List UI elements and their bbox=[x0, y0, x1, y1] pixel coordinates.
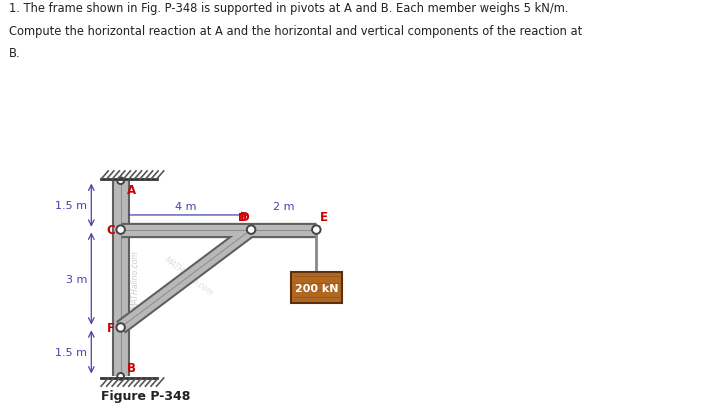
Text: 1.5 m: 1.5 m bbox=[56, 201, 88, 211]
Text: MATHalino.com: MATHalino.com bbox=[131, 249, 140, 308]
Text: D: D bbox=[238, 213, 246, 223]
Text: 2 m: 2 m bbox=[273, 202, 295, 211]
Text: 3 m: 3 m bbox=[66, 274, 88, 284]
Text: 200 kN: 200 kN bbox=[295, 283, 338, 293]
Circle shape bbox=[247, 226, 256, 234]
Text: B.: B. bbox=[9, 47, 20, 60]
Text: Figure P-348: Figure P-348 bbox=[101, 389, 191, 402]
Text: Compute the horizontal reaction at A and the horizontal and vertical components : Compute the horizontal reaction at A and… bbox=[9, 25, 582, 38]
Bar bbox=[291, 272, 342, 303]
Circle shape bbox=[116, 324, 125, 332]
Text: E: E bbox=[320, 211, 328, 224]
Text: B: B bbox=[127, 361, 135, 374]
Circle shape bbox=[117, 373, 124, 380]
Circle shape bbox=[312, 226, 320, 234]
Text: F: F bbox=[107, 321, 115, 334]
Circle shape bbox=[117, 178, 124, 184]
Text: 4 m: 4 m bbox=[175, 202, 197, 211]
Text: A: A bbox=[127, 184, 136, 197]
Text: 1.5 m: 1.5 m bbox=[56, 347, 88, 357]
Text: MATHalino.com: MATHalino.com bbox=[163, 254, 215, 297]
Text: 1. The frame shown in Fig. P-348 is supported in pivots at A and B. Each member : 1. The frame shown in Fig. P-348 is supp… bbox=[9, 2, 568, 15]
Circle shape bbox=[116, 226, 125, 234]
Text: C: C bbox=[106, 224, 115, 236]
Text: D: D bbox=[240, 211, 249, 224]
